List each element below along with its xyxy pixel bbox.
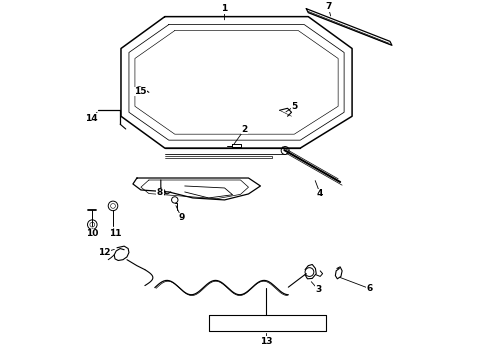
Text: 7: 7: [325, 2, 331, 11]
Text: 6: 6: [366, 284, 372, 293]
Text: 9: 9: [178, 213, 184, 222]
Text: 13: 13: [260, 337, 272, 346]
Text: 12: 12: [98, 248, 110, 257]
Text: 5: 5: [290, 102, 297, 111]
Text: 11: 11: [108, 229, 121, 238]
Text: 8: 8: [157, 188, 163, 197]
Text: 1: 1: [221, 4, 227, 13]
Text: 4: 4: [316, 189, 323, 198]
Text: 15: 15: [134, 87, 146, 96]
Text: 3: 3: [314, 285, 321, 294]
Text: 2: 2: [241, 125, 247, 134]
Text: 14: 14: [84, 114, 97, 123]
Text: 10: 10: [86, 229, 98, 238]
